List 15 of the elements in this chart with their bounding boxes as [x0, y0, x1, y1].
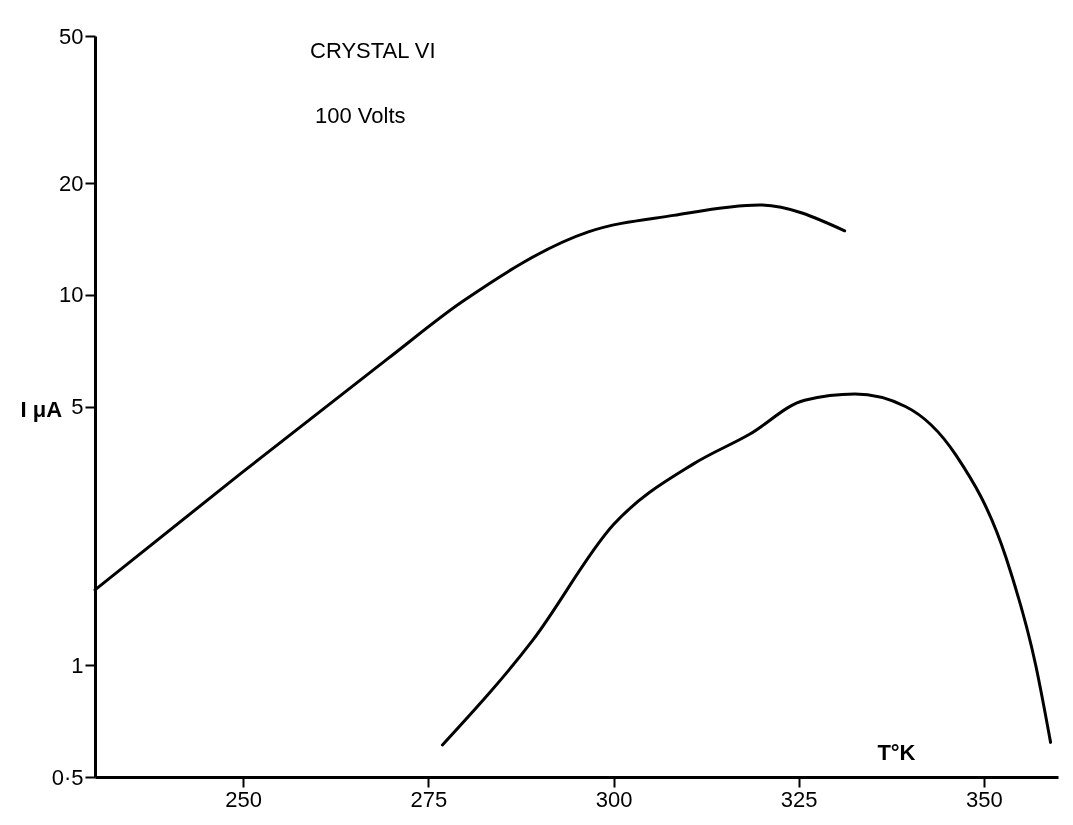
- annotation: 100 Volts: [315, 103, 406, 128]
- y-tick-label: 5: [71, 394, 84, 419]
- x-tick-label: 300: [595, 786, 633, 812]
- x-tick-label: 250: [225, 786, 263, 812]
- x-tick-label: 275: [410, 786, 448, 812]
- y-tick-label: 50: [59, 23, 84, 49]
- x-tick-label: 350: [966, 786, 1003, 812]
- y-tick-label: 0·5: [51, 764, 84, 790]
- y-tick-label: 1: [71, 652, 84, 678]
- y-tick-label: 20: [59, 170, 84, 196]
- y-axis-title: I μA: [20, 396, 63, 422]
- y-tick-label: 10: [59, 282, 84, 308]
- x-axis-title: T°K: [877, 739, 916, 765]
- annotation: CRYSTAL VI: [310, 38, 436, 63]
- x-tick-label: 325: [780, 786, 818, 812]
